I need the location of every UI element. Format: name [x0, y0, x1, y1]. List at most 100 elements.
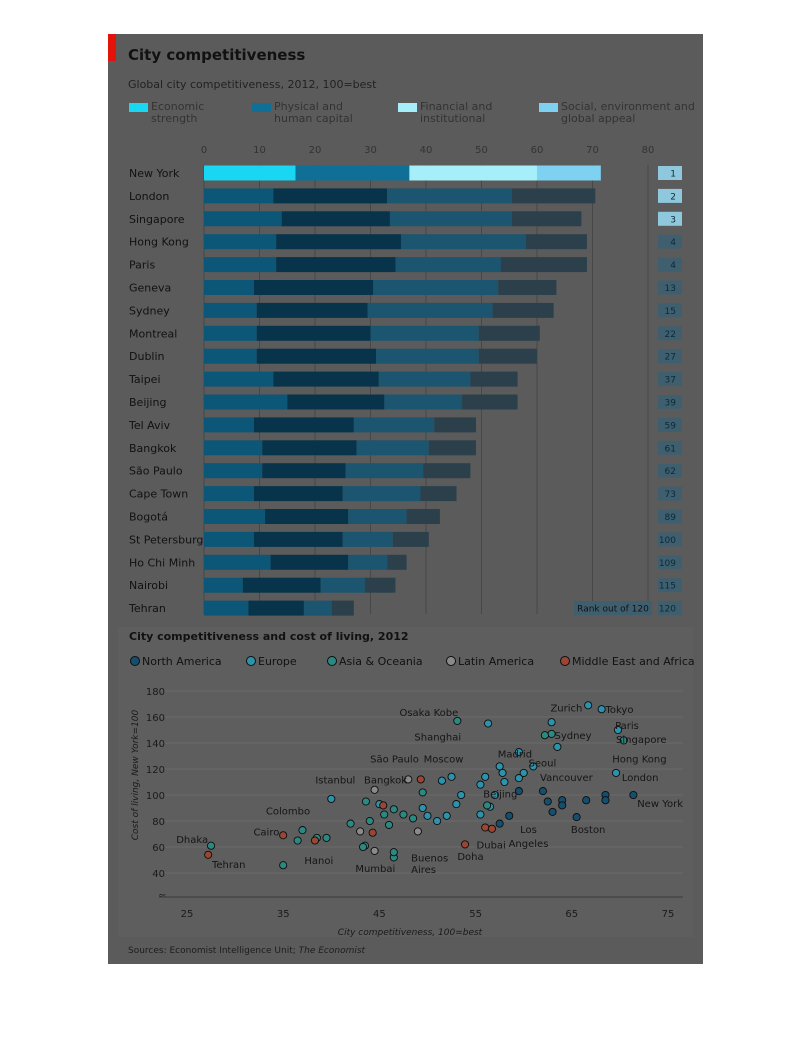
rank-box [658, 601, 682, 616]
legend-label-social: Social, environment and global appeal [561, 100, 695, 125]
city-label: Colombo [266, 807, 310, 818]
scatter-point-europe [519, 768, 528, 777]
rank-box [658, 578, 682, 593]
bar-segment-physical-and-human-capital [256, 325, 371, 341]
bar-segment-social-environment-and-global-appeal [512, 211, 582, 227]
bar-category-label: Paris [129, 259, 155, 272]
bar-segment-economic-strength [204, 257, 277, 273]
city-label: Istanbul [315, 775, 355, 786]
scatter-point-europe [490, 790, 499, 800]
legend-swatch-economic [129, 103, 148, 112]
bar-segment-financial-and-institutional [342, 531, 393, 547]
scatter-point-europe [553, 742, 562, 751]
city-label: Doha [457, 852, 483, 863]
scatter-point-middle-east-and-africa [310, 836, 319, 845]
rank-box [658, 280, 682, 295]
bar-segment-financial-and-institutional [303, 600, 332, 616]
legend-marker-north-america [130, 656, 140, 666]
scatter-point-asia-oceania [298, 826, 307, 835]
rank-value: 109 [659, 559, 676, 569]
bar-category-label: Ho Chi Minh [129, 556, 195, 569]
scatter-y-tick-label: 140 [146, 739, 165, 750]
rank-box [658, 234, 682, 249]
bar-segment-social-environment-and-global-appeal [364, 577, 396, 593]
scatter-y-tick-label: 180 [146, 687, 165, 698]
bar-segment-economic-strength [204, 577, 243, 593]
bar-category-label: Nairobi [129, 579, 168, 592]
bar-segment-financial-and-institutional [342, 486, 421, 502]
scatter-point-middle-east-and-africa [379, 801, 388, 810]
bar-category-label: Geneva [129, 282, 171, 295]
sources-publication: The Economist [298, 946, 366, 956]
rank-value: 13 [665, 284, 676, 294]
scatter-point-europe [327, 794, 336, 803]
rank-header-label: Rank out of 120 [577, 605, 649, 615]
bar-segment-physical-and-human-capital [262, 440, 357, 456]
legend-marker-latin-america [446, 656, 456, 666]
bar-segment-economic-strength [204, 486, 254, 502]
scatter-point-europe [514, 748, 523, 757]
bar-segment-social-environment-and-global-appeal [387, 554, 407, 570]
bar-segment-financial-and-institutional [401, 234, 526, 250]
bar-segment-physical-and-human-capital [253, 531, 343, 547]
bar-x-tick-label: 80 [642, 145, 655, 156]
bar-segment-social-environment-and-global-appeal [537, 165, 601, 181]
city-label: Los [520, 825, 537, 836]
brand-red-tag [108, 34, 116, 61]
scatter-y-tick-label: 100 [146, 791, 165, 802]
legend-swatch-social [539, 103, 558, 112]
scatter-x-tick-label: 25 [181, 909, 194, 920]
bar-segment-physical-and-human-capital [276, 234, 402, 250]
bar-segment-financial-and-institutional [320, 577, 365, 593]
scatter-point-asia-oceania [346, 819, 355, 828]
bar-segment-physical-and-human-capital [276, 257, 396, 273]
city-label: Dhaka [176, 835, 208, 846]
scatter-point-europe [498, 768, 507, 777]
legend-label-asia-oceania: Asia & Oceania [339, 655, 423, 668]
scatter-point-europe [484, 719, 493, 728]
scatter-point-latin-america [404, 775, 413, 784]
scatter-point-north-america [495, 819, 504, 828]
scatter-point-asia-oceania [389, 805, 398, 814]
scatter-y-tick-label: 60 [152, 843, 165, 854]
city-label: Tokyo [604, 705, 633, 716]
bar-category-label: Cape Town [129, 488, 188, 501]
bar-category-label: Sydney [129, 304, 170, 317]
city-label: New York [637, 799, 683, 810]
bar-segment-financial-and-institutional [376, 348, 479, 364]
page-title: City competitiveness [128, 46, 306, 64]
bar-segment-economic-strength [204, 531, 254, 547]
bar-segment-financial-and-institutional [409, 165, 537, 181]
city-label: Sydney [554, 731, 591, 742]
scatter-point-europe [442, 811, 451, 820]
bar-segment-financial-and-institutional [395, 257, 501, 273]
rank-value: 2 [670, 192, 676, 202]
city-label: Bangkok [364, 775, 407, 786]
rank-value: 4 [670, 238, 676, 248]
legend-label-europe: Europe [258, 655, 297, 668]
scatter-point-asia-oceania [358, 842, 368, 852]
bar-x-tick-label: 10 [253, 145, 266, 156]
bar-segment-physical-and-human-capital [287, 394, 385, 410]
bar-segment-physical-and-human-capital [281, 211, 390, 227]
rank-value: 15 [665, 307, 676, 317]
city-label: Tehran [211, 860, 245, 871]
sources-note: Sources: Economist Intelligence Unit; Th… [128, 946, 365, 956]
legend-marker-middle-east-and-africa [560, 656, 570, 666]
sources-prefix: Sources: Economist Intelligence Unit; [128, 946, 299, 956]
scatter-point-europe [476, 810, 485, 819]
scatter-point-north-america [514, 787, 523, 796]
legend-marker-europe [246, 656, 256, 666]
scatter-point-europe [476, 780, 485, 789]
legend-label-financial: Financial and institutional [420, 100, 493, 125]
scatter-y-axis-label: Cost of living, New York=100 [131, 709, 141, 840]
bar-segment-physical-and-human-capital [242, 577, 321, 593]
scatter-x-axis-label: City competitiveness, 100=best [338, 928, 483, 938]
bar-x-tick-label: 30 [364, 145, 377, 156]
city-label: Madrid [498, 749, 532, 760]
bar-segment-physical-and-human-capital [273, 371, 379, 387]
bar-x-tick-label: 20 [309, 145, 322, 156]
scatter-y-tick-label: 120 [146, 765, 165, 776]
bar-x-tick-label: 70 [586, 145, 599, 156]
